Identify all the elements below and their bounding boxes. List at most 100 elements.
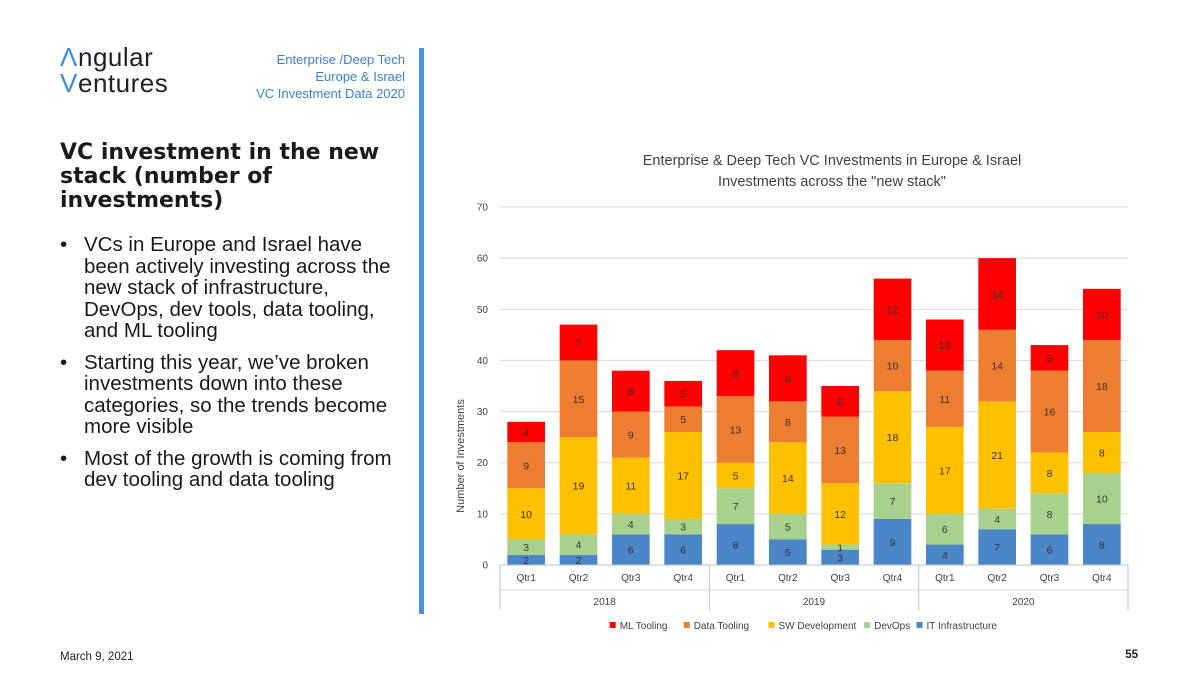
bar-segment <box>1030 534 1069 565</box>
footer-date: March 9, 2021 <box>60 651 134 663</box>
legend: ML Tooling Data Tooling SW Development DevO… <box>609 621 998 632</box>
data-label: 10 <box>1096 309 1108 321</box>
data-label: 6 <box>628 545 634 557</box>
x-tick-label: Qtr1 <box>726 573 746 584</box>
bar-segment <box>873 339 912 392</box>
legend-label: IT Infrastructure <box>927 621 998 632</box>
bar-segment <box>873 518 912 565</box>
header-line-2: Europe & Israel <box>315 69 405 84</box>
data-label: 14 <box>991 361 1003 373</box>
bar-segment <box>716 350 755 397</box>
data-label: 10 <box>520 509 532 521</box>
data-label: 13 <box>834 445 846 457</box>
x-tick-label: Qtr3 <box>830 573 850 584</box>
bar-segment <box>559 324 598 361</box>
data-label: 4 <box>523 427 529 439</box>
data-label: 5 <box>680 414 686 426</box>
bar-segment <box>768 442 807 514</box>
bar-segment <box>507 539 546 555</box>
legend-swatch <box>864 622 871 628</box>
data-label: 4 <box>942 550 948 562</box>
y-tick-label: 60 <box>477 254 489 265</box>
data-label: 5 <box>1047 353 1053 365</box>
bar-segment <box>925 319 964 371</box>
bar-segment <box>664 432 703 519</box>
bar-segment <box>978 329 1017 402</box>
data-label: 8 <box>1047 509 1053 521</box>
data-label: 6 <box>680 545 686 557</box>
legend-label: DevOps <box>874 621 910 632</box>
data-label: 9 <box>890 537 896 549</box>
data-label: 1 <box>837 542 843 554</box>
data-label: 10 <box>1096 494 1108 506</box>
data-label: 10 <box>887 361 899 373</box>
bar-segment <box>611 370 650 412</box>
bullet-dot: • <box>60 446 68 470</box>
y-tick-label: 70 <box>477 203 489 214</box>
y-tick-label: 50 <box>477 305 489 316</box>
bar-segment <box>768 539 807 565</box>
slide-heading: VC investment in the new stack (number o… <box>60 140 380 213</box>
bar-segment <box>978 508 1017 530</box>
bar-segment <box>821 416 860 484</box>
legend-label: ML Tooling <box>620 621 668 632</box>
bar-segment <box>716 488 755 525</box>
x-tick-label: Qtr4 <box>1092 573 1112 584</box>
bar-segment <box>978 258 1017 330</box>
data-label: 14 <box>782 473 794 485</box>
data-label: 5 <box>680 389 686 401</box>
x-tick-label: Qtr4 <box>673 573 693 584</box>
data-label: 10 <box>939 340 951 352</box>
divider-bar <box>419 48 424 614</box>
data-label: 12 <box>887 304 899 316</box>
data-label: 18 <box>1096 381 1108 393</box>
bar-segment <box>1030 345 1069 371</box>
data-label: 3 <box>837 552 843 564</box>
data-label: 11 <box>625 481 636 493</box>
data-label: 3 <box>523 542 529 554</box>
bar-segment <box>978 401 1017 509</box>
data-label: 8 <box>733 540 739 552</box>
data-label: 11 <box>939 394 950 406</box>
chart-title-line-2: Investments across the "new stack" <box>718 174 946 190</box>
bar-segment <box>664 406 703 433</box>
x-group-label: 2018 <box>594 597 617 608</box>
legend-swatch <box>768 622 775 628</box>
y-tick-label: 0 <box>482 561 488 572</box>
bar-segment <box>716 396 755 463</box>
header-line-3: VC Investment Data 2020 <box>256 86 405 101</box>
bar-segment <box>925 426 964 514</box>
data-label: 9 <box>785 373 791 385</box>
data-label: 21 <box>991 450 1003 462</box>
bar-segment <box>559 534 598 555</box>
bar-segment <box>611 411 650 458</box>
stacked-bar-chart: Enterprise & Deep Tech VC Investments in… <box>455 153 1129 632</box>
data-label: 6 <box>942 524 948 536</box>
bar-segment <box>1030 452 1069 494</box>
data-label: 4 <box>628 519 634 531</box>
bar-segment <box>507 442 546 489</box>
bar-segment <box>821 549 860 565</box>
data-label: 8 <box>1047 468 1053 480</box>
bullet-dot: • <box>60 233 68 256</box>
data-label: 15 <box>573 394 585 406</box>
x-tick-label: Qtr1 <box>935 573 955 584</box>
y-tick-label: 20 <box>477 458 489 469</box>
bullet-list: • VCs in Europe and Israel have been acti… <box>60 234 410 501</box>
bar-segment <box>507 488 546 540</box>
data-label: 16 <box>1044 407 1056 419</box>
data-label: 9 <box>733 368 739 380</box>
bar-segment <box>664 380 703 407</box>
x-tick-label: Qtr2 <box>569 573 589 584</box>
x-tick-label: Qtr4 <box>883 573 903 584</box>
data-label: 7 <box>890 496 896 508</box>
x-group-label: 2019 <box>803 597 826 608</box>
bar-segment <box>1030 493 1069 535</box>
bar-segment <box>611 513 650 535</box>
chart-title-line-1: Enterprise & Deep Tech VC Investments in… <box>643 153 1022 169</box>
y-tick-label: 10 <box>477 509 489 520</box>
data-label: 4 <box>994 514 1000 526</box>
bar-segment <box>611 457 650 514</box>
bar-segment <box>1082 432 1121 473</box>
